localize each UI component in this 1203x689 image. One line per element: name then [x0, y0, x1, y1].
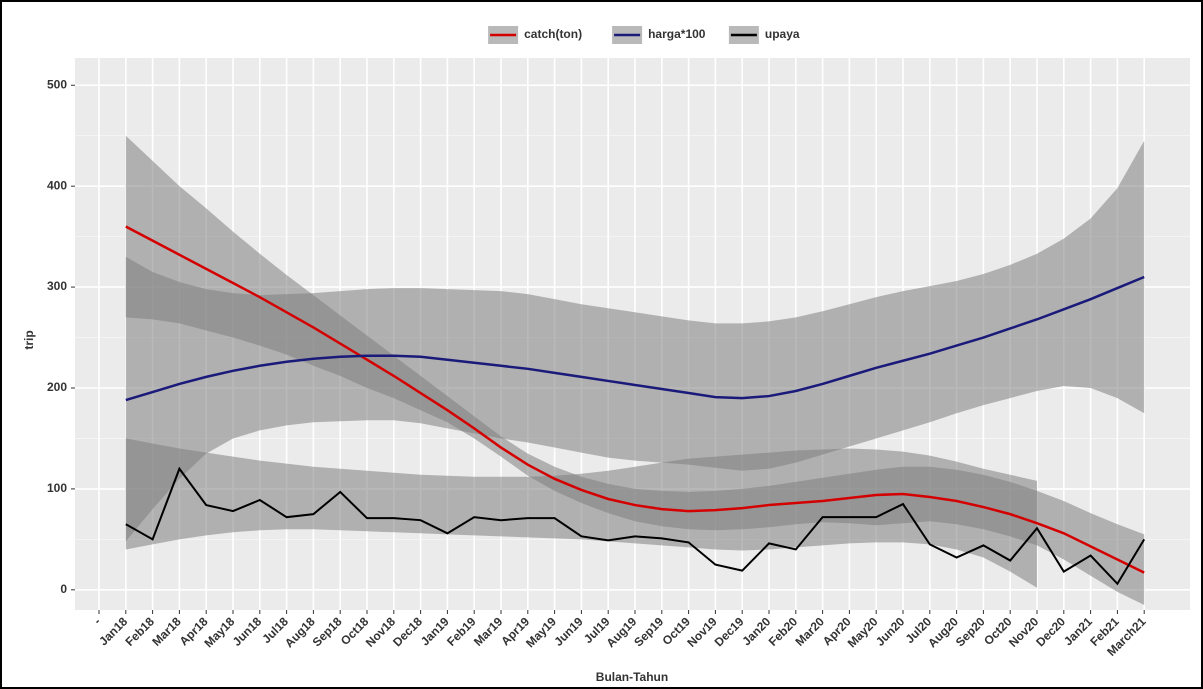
x-axis-title: Bulan-Tahun	[596, 670, 668, 684]
y-tick-label: 400	[47, 178, 67, 192]
confidence-band	[125, 140, 1145, 542]
line	[125, 225, 1145, 574]
y-tick-label: 0	[60, 582, 67, 596]
legend-label: catch(ton)	[524, 27, 582, 41]
y-tick-label: 100	[47, 481, 67, 495]
confidence-band	[125, 438, 1038, 588]
line	[125, 466, 1146, 586]
series-layer	[125, 135, 1146, 605]
legend-label: upaya	[765, 27, 800, 41]
y-tick-label: 200	[47, 380, 67, 394]
y-axis-title: trip	[22, 330, 36, 349]
legend-label: harga*100	[648, 27, 706, 41]
y-tick-label: 500	[47, 77, 67, 91]
y-tick-label: 300	[47, 279, 67, 293]
line	[125, 275, 1145, 402]
plot-panel	[75, 58, 1190, 610]
